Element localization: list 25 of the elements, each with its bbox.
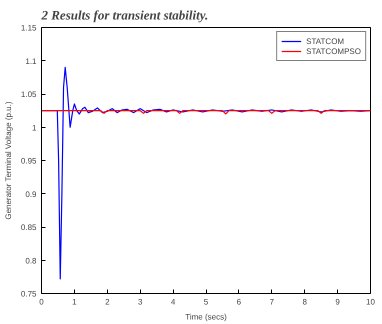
y-tick-label: 0.85 xyxy=(20,223,38,232)
y-tick-label: 1.05 xyxy=(20,90,38,99)
legend-label: STATCOMPSO xyxy=(306,46,361,56)
x-tick-label: 5 xyxy=(204,298,209,306)
x-axis-title: Time (secs) xyxy=(185,312,228,322)
y-tick-label: 0.8 xyxy=(25,256,38,266)
y-tick-label: 0.75 xyxy=(20,290,38,298)
x-tick-label: 3 xyxy=(138,298,143,306)
x-tick-label: 9 xyxy=(335,298,340,306)
x-tick-label: 1 xyxy=(72,298,78,306)
x-tick-label: 8 xyxy=(302,298,308,306)
y-tick-label: 1 xyxy=(32,123,38,132)
y-axis-title: Generator Terminal Voltage (p.u.) xyxy=(4,101,13,220)
x-tick-label: 4 xyxy=(170,298,176,306)
chart-title: 2 Results for transient stability. xyxy=(40,8,208,22)
y-tick-label: 1.15 xyxy=(20,24,38,32)
y-tick-label: 1.1 xyxy=(25,56,38,66)
x-tick-label: 0 xyxy=(39,298,44,306)
y-tick-label: 0.95 xyxy=(20,156,38,166)
x-tick-label: 2 xyxy=(105,298,110,306)
x-tick-label: 6 xyxy=(236,298,242,306)
x-tick-label: 10 xyxy=(366,298,376,306)
y-tick-label: 0.9 xyxy=(25,190,38,199)
legend-label: STATCOM xyxy=(306,36,344,46)
x-tick-label: 7 xyxy=(270,298,275,306)
